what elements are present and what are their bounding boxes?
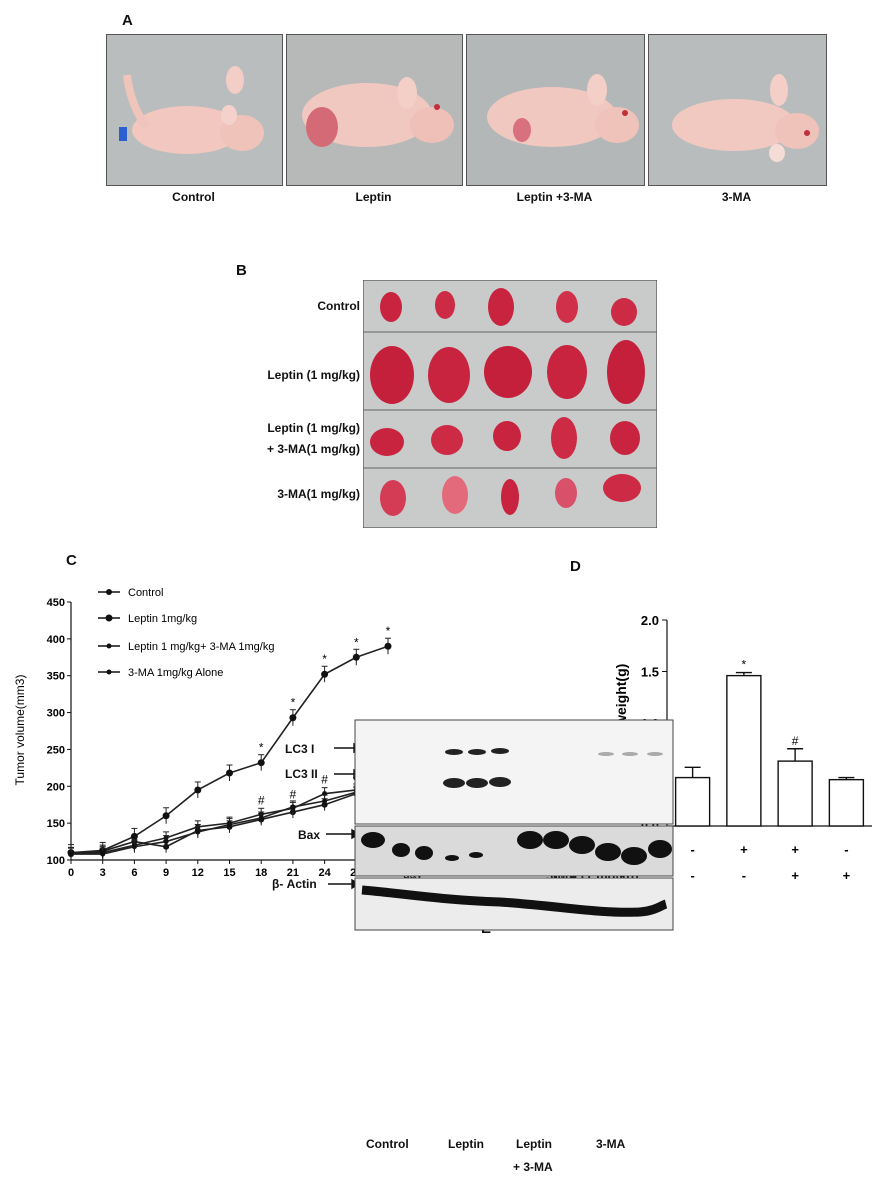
chart-c-legend-marker [106, 589, 112, 595]
mouse-photo-leptin [286, 34, 463, 186]
chart-d-bar [828, 778, 865, 827]
caption-leptin: Leptin [355, 190, 392, 204]
chart-c-point [162, 812, 170, 820]
panel-label-d: D [570, 558, 581, 575]
chart-c-point [195, 829, 201, 835]
chart-d-condition-sign: + [740, 842, 748, 857]
chart-c-point [163, 839, 169, 845]
chart-c-legend-label: 3-MA 1mg/kg Alone [128, 667, 223, 679]
chart-c-legend: Control Leptin 1mg/kg Leptin 1 mg/kg+ 3-MA… [98, 587, 274, 679]
chart-d-condition-sign: + [791, 842, 799, 857]
chart-d-condition-sign: + [791, 868, 799, 883]
chart-c-point [130, 832, 138, 840]
chart-d-ytick-label: 1.5 [641, 665, 659, 680]
mouse-photo-control [106, 34, 283, 186]
lane-label-control: Control [366, 1137, 409, 1151]
chart-c-annotation: # [290, 787, 297, 801]
chart-c-legend-label: Control [128, 587, 163, 599]
chart-c-xtick-label: 24 [318, 867, 331, 879]
chart-d-condition-sign: + [843, 868, 851, 883]
line-chart-tumor-volume: 1001502002503003504004500369121518212427… [13, 587, 422, 881]
chart-c-ytick-label: 350 [47, 671, 65, 683]
chart-c-xtick-label: 15 [223, 867, 235, 879]
mouse-photo-leptin-3ma [466, 34, 645, 186]
chart-c-ytick-label: 200 [47, 781, 65, 793]
chart-c-point [68, 851, 74, 857]
chart-c-legend-marker [106, 669, 112, 675]
chart-d-annotation: * [742, 658, 747, 672]
chart-c-annotation: * [322, 652, 327, 666]
chart-c-xtick-label: 18 [255, 867, 267, 879]
chart-c-annotation: # [321, 773, 328, 787]
chart-c-point [131, 844, 137, 850]
chart-c-xtick-label: 21 [287, 867, 299, 879]
chart-c-ytick-label: 450 [47, 597, 65, 609]
tumor-photo-grid [363, 280, 657, 528]
row-label-leptin-3ma-line1: Leptin (1 mg/kg) [267, 421, 360, 435]
chart-c-xtick-label: 12 [192, 867, 204, 879]
chart-d-condition-sign: - [690, 868, 694, 883]
chart-d-ytick-label: 2.0 [641, 613, 659, 628]
chart-d-condition-sign: - [690, 842, 694, 857]
chart-d-bars: *# [674, 658, 865, 827]
lane-label-leptin: Leptin [448, 1137, 484, 1151]
chart-d-bar [726, 674, 762, 827]
caption-3ma: 3-MA [721, 190, 752, 204]
lane-label-leptin-3ma: Leptin [516, 1137, 552, 1151]
band-label-bax: Bax [298, 828, 321, 842]
chart-c-xtick-label: 6 [131, 867, 137, 879]
chart-c-point [226, 769, 233, 777]
chart-c-point [352, 653, 360, 661]
lane-label-3ma: 3-MA [596, 1137, 626, 1151]
chart-c-point [384, 642, 392, 650]
chart-c-legend-marker [106, 643, 112, 649]
chart-c-annotation: * [259, 741, 264, 755]
mouse-photo-3ma [648, 34, 827, 186]
row-label-3ma: 3-MA(1 mg/kg) [277, 487, 360, 501]
row-label-control: Control [317, 299, 360, 313]
chart-d-annotation: # [792, 734, 799, 748]
chart-c-legend-label: Leptin 1mg/kg [128, 613, 197, 625]
chart-d-condition-sign: - [742, 868, 746, 883]
chart-c-ytick-label: 250 [47, 744, 65, 756]
chart-c-point [322, 798, 328, 804]
chart-c-point [290, 804, 296, 810]
chart-c-series [67, 637, 392, 861]
chart-c-xtick-label: 9 [163, 867, 169, 879]
chart-c-legend-label: Leptin 1 mg/kg+ 3-MA 1mg/kg [128, 641, 274, 653]
chart-c-point [289, 714, 297, 722]
panel-label-a: A [122, 12, 133, 29]
chart-d-condition-sign: - [844, 842, 848, 857]
chart-c-point [257, 759, 265, 767]
chart-c-ytick-label: 300 [47, 708, 65, 720]
chart-c-point [100, 851, 106, 857]
chart-c-xtick-label: 3 [100, 867, 106, 879]
chart-c-legend-marker [105, 614, 113, 622]
lane-label-leptin-3ma-line2: + 3-MA [513, 1160, 553, 1174]
row-label-leptin: Leptin (1 mg/kg) [267, 368, 360, 382]
band-label-lc3-i: LC3 I [285, 742, 315, 756]
band-label-lc3-ii: LC3 II [285, 767, 318, 781]
chart-d-bar [674, 776, 711, 827]
chart-c-annotation: * [354, 635, 359, 649]
chart-c-ytick-label: 400 [47, 634, 65, 646]
row-label-leptin-3ma-line2: + 3-MA(1 mg/kg) [266, 442, 360, 456]
caption-leptin-3ma: Leptin +3-MA [516, 190, 593, 204]
chart-c-annotation: # [258, 793, 265, 807]
chart-c-xtick-label: 0 [68, 867, 74, 879]
panel-label-b: B [236, 262, 247, 279]
caption-control: Control [172, 190, 215, 204]
chart-c-ytick-label: 150 [47, 818, 65, 830]
chart-c-ylabel: Tumor volume(mm3) [13, 675, 27, 786]
chart-c-point [321, 670, 329, 678]
panel-label-c: C [66, 552, 77, 569]
chart-c-ytick-label: 100 [47, 855, 65, 867]
chart-c-point [194, 786, 202, 794]
chart-c-point [227, 822, 232, 828]
band-label-beta-actin: β- Actin [272, 877, 317, 891]
chart-c-point [258, 815, 264, 821]
chart-c-annotation: * [386, 624, 391, 638]
chart-c-annotation: * [291, 696, 296, 710]
